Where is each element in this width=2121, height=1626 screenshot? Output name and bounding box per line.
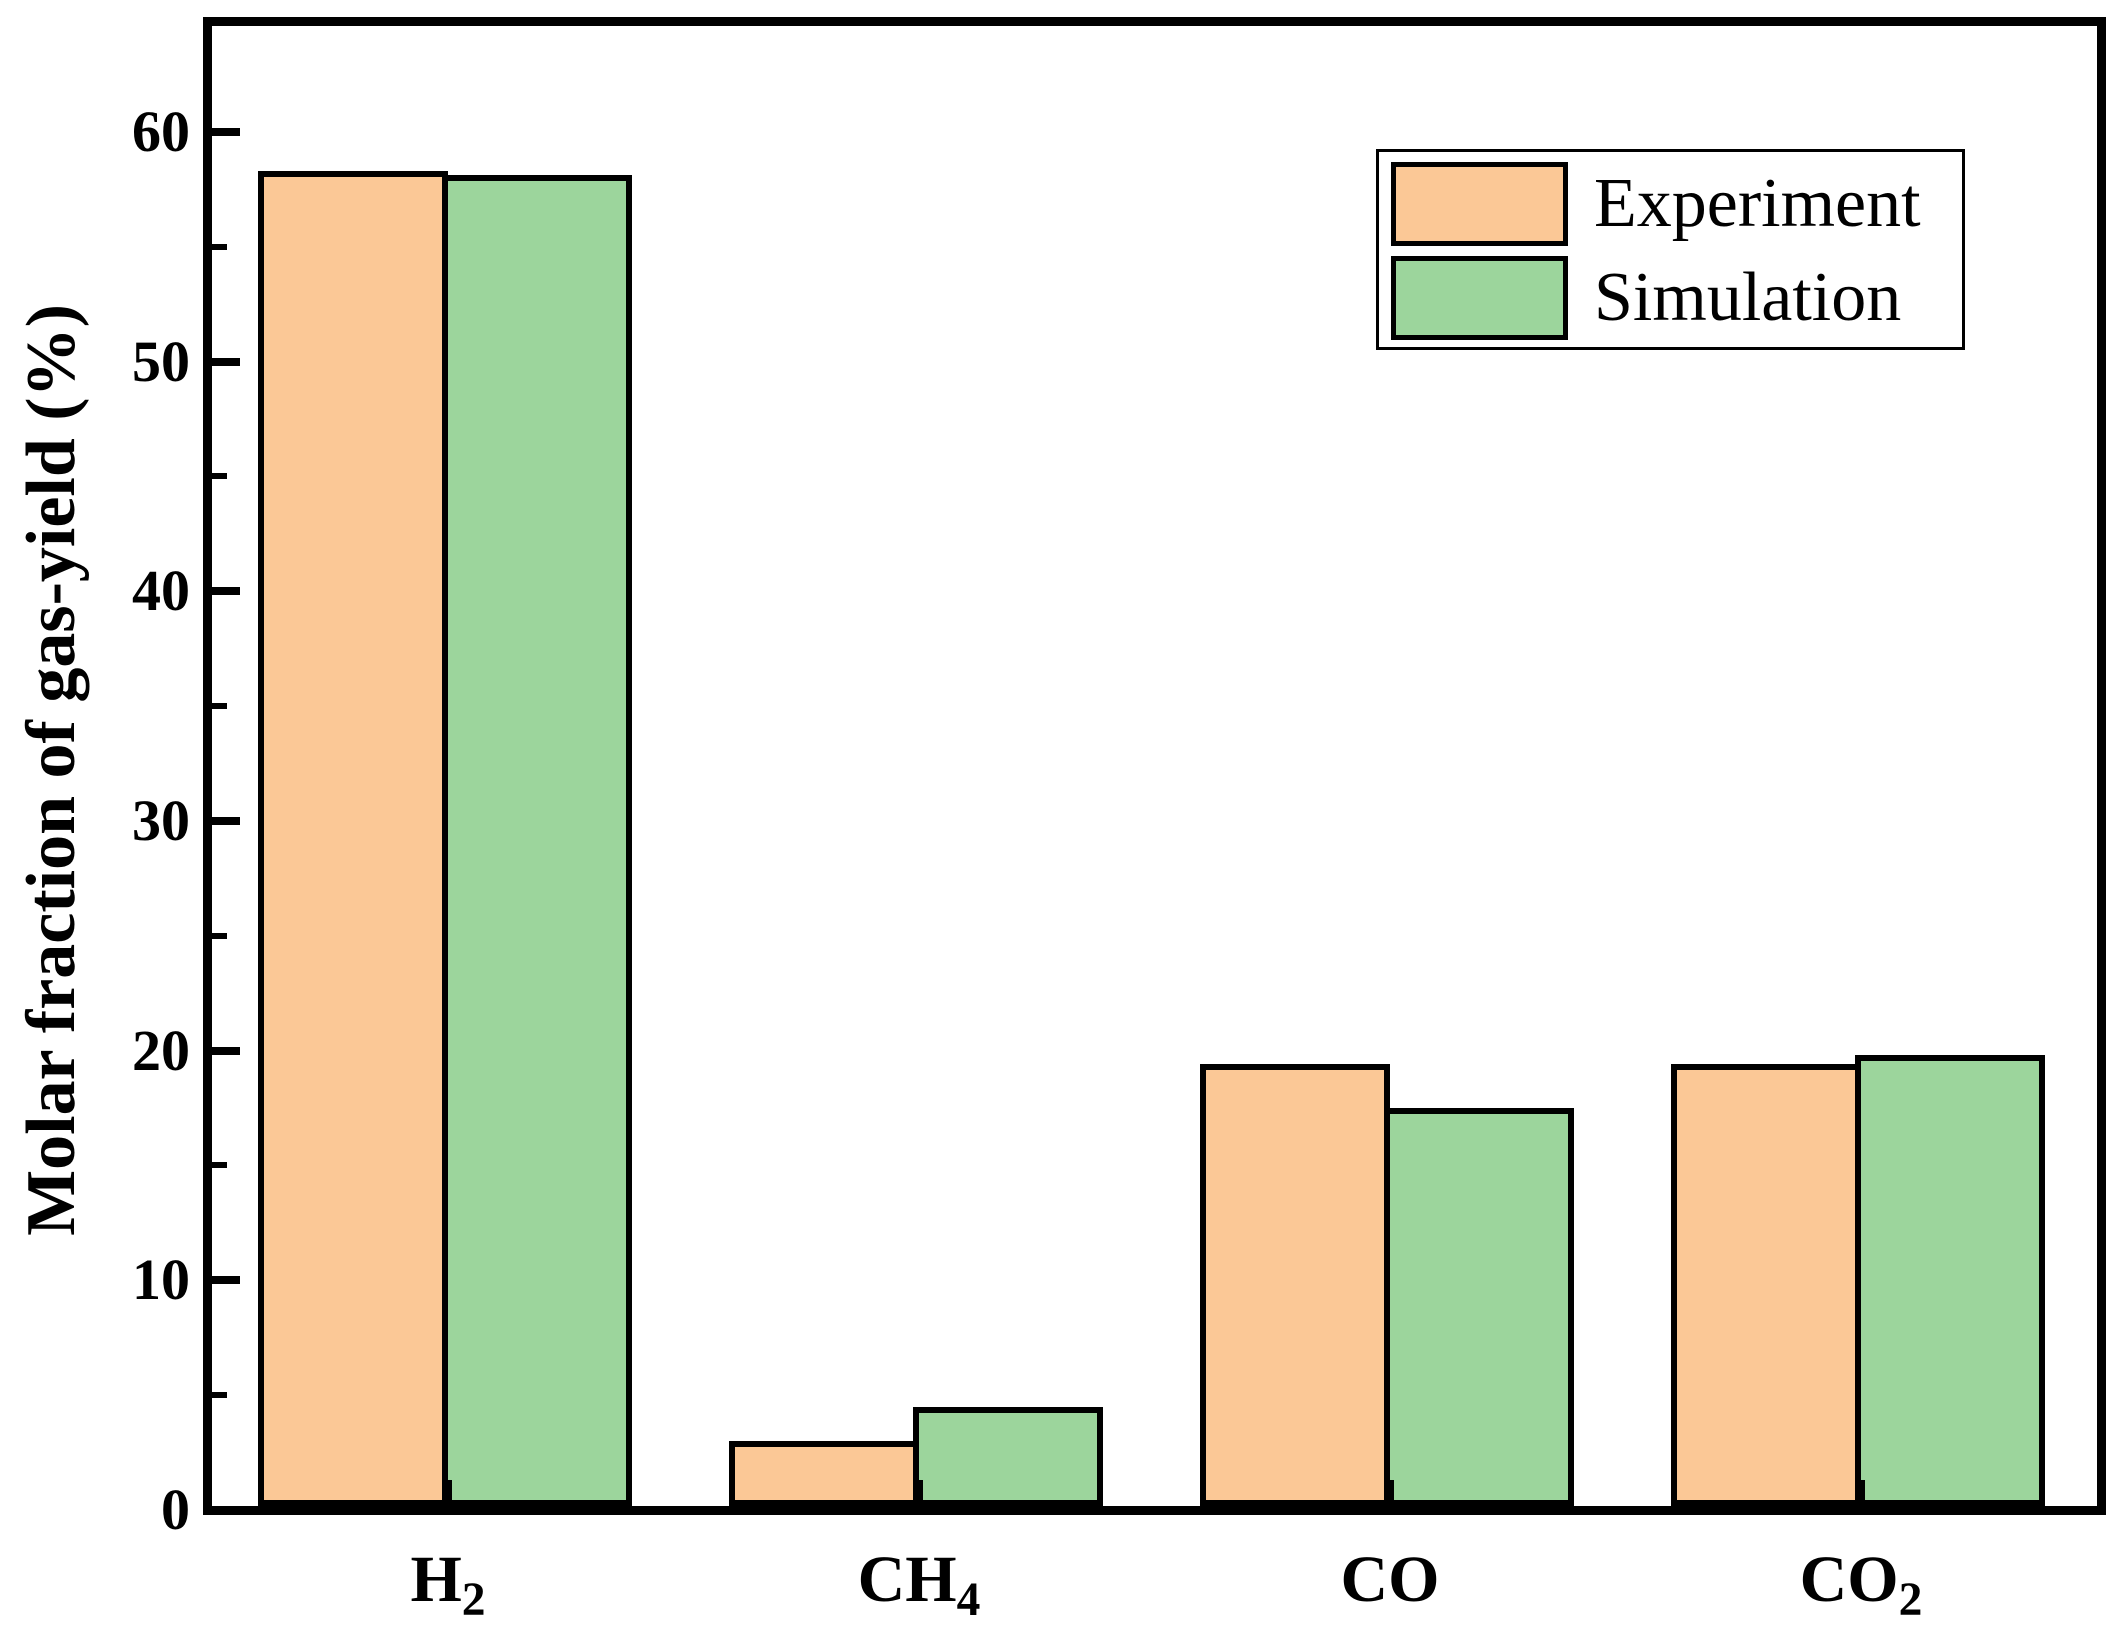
y-minor-tick [212, 1392, 227, 1398]
y-minor-tick [212, 473, 227, 479]
legend: Experiment Simulation [1376, 149, 1965, 350]
y-minor-tick [212, 244, 227, 250]
y-minor-tick [212, 933, 227, 939]
bar-simulation [442, 175, 632, 1506]
y-major-tick [212, 587, 240, 595]
y-major-tick [212, 1047, 240, 1055]
legend-entry-simulation: Simulation [1391, 256, 1962, 340]
y-tick-label: 40 [132, 558, 190, 623]
experiment-swatch-icon [1391, 162, 1568, 246]
y-major-tick [212, 817, 240, 825]
x-major-tick [915, 1480, 923, 1506]
y-minor-tick [212, 703, 227, 709]
simulation-swatch-icon [1391, 256, 1568, 340]
y-tick-label: 0 [161, 1477, 190, 1542]
y-tick-label: 50 [132, 329, 190, 394]
x-category-label: CO2 [1799, 1543, 1923, 1626]
x-category-label: H2 [410, 1543, 486, 1626]
legend-label-experiment: Experiment [1594, 165, 1921, 242]
bar-simulation [913, 1407, 1103, 1506]
legend-entry-experiment: Experiment [1391, 162, 1962, 246]
bar-experiment [258, 171, 448, 1506]
y-minor-tick [212, 1162, 227, 1168]
bar-experiment [1200, 1064, 1390, 1506]
x-major-tick [444, 1480, 452, 1506]
y-tick-label: 30 [132, 788, 190, 853]
x-category-label: CH4 [857, 1543, 981, 1626]
x-major-tick [1386, 1480, 1394, 1506]
legend-label-simulation: Simulation [1594, 259, 1902, 336]
bar-experiment [1671, 1064, 1861, 1506]
y-axis-title: Molar fraction of gas-yield (%) [13, 304, 90, 1236]
y-tick-label: 10 [132, 1247, 190, 1312]
y-major-tick [212, 358, 240, 366]
x-category-label: CO [1340, 1543, 1440, 1616]
y-major-tick [212, 128, 240, 136]
x-major-tick [1857, 1480, 1865, 1506]
y-tick-label: 60 [132, 99, 190, 164]
y-major-tick [212, 1276, 240, 1284]
bar-simulation [1855, 1055, 2045, 1506]
y-tick-label: 20 [132, 1018, 190, 1083]
bar-simulation [1384, 1108, 1574, 1506]
bar-experiment [729, 1441, 919, 1506]
